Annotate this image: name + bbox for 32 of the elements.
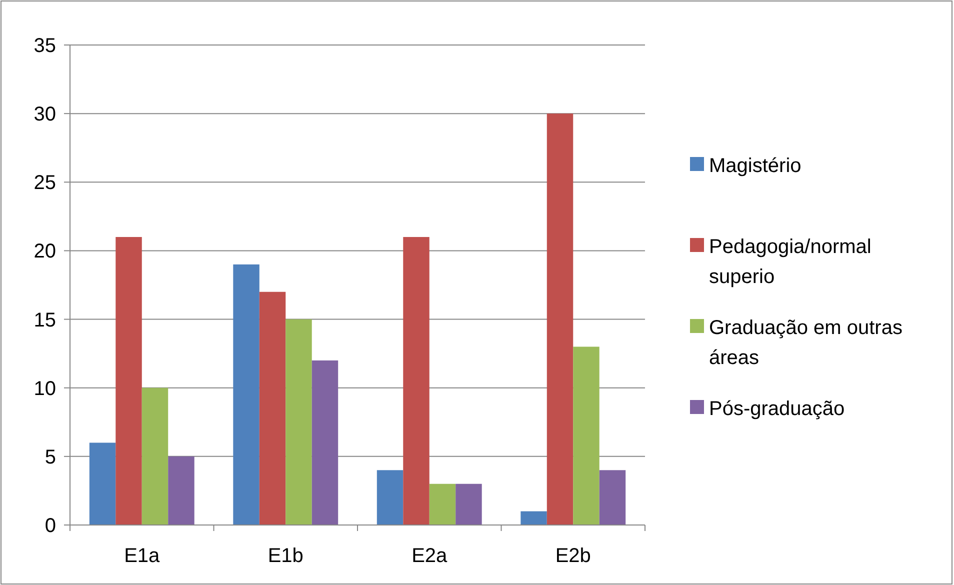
bar (456, 484, 482, 525)
bar (259, 292, 286, 525)
bar (89, 442, 116, 525)
legend-label: Pós-graduação (709, 398, 845, 420)
x-tick-label: E2a (412, 545, 448, 567)
bar (546, 114, 574, 525)
bar (376, 470, 404, 525)
bar (233, 264, 260, 525)
bar (312, 360, 338, 525)
bar (116, 237, 142, 525)
legend-label: Pedagogia/normal superio (709, 236, 872, 288)
bar (429, 484, 456, 525)
bar (573, 346, 600, 525)
y-tick-label: 15 (34, 309, 56, 332)
bar (168, 456, 194, 525)
y-tick-label: 25 (34, 172, 56, 194)
bar (286, 319, 312, 525)
legend-label: Graduação em outras áreas (709, 317, 902, 369)
y-tick-label: 20 (34, 240, 56, 263)
y-tick-label: 0 (44, 515, 56, 537)
x-tick-label: E1a (124, 545, 161, 567)
x-tick-label: E1b (268, 545, 304, 567)
bar (599, 470, 626, 525)
bar (520, 511, 547, 525)
x-tick-label: E2b (555, 545, 591, 567)
bar (403, 237, 430, 525)
y-tick-label: 5 (44, 446, 56, 468)
bar (142, 388, 168, 525)
y-tick-label: 30 (34, 104, 56, 126)
legend-label: Magistério (709, 155, 802, 177)
y-tick-label: 35 (34, 35, 56, 57)
y-tick-label: 10 (34, 378, 56, 400)
